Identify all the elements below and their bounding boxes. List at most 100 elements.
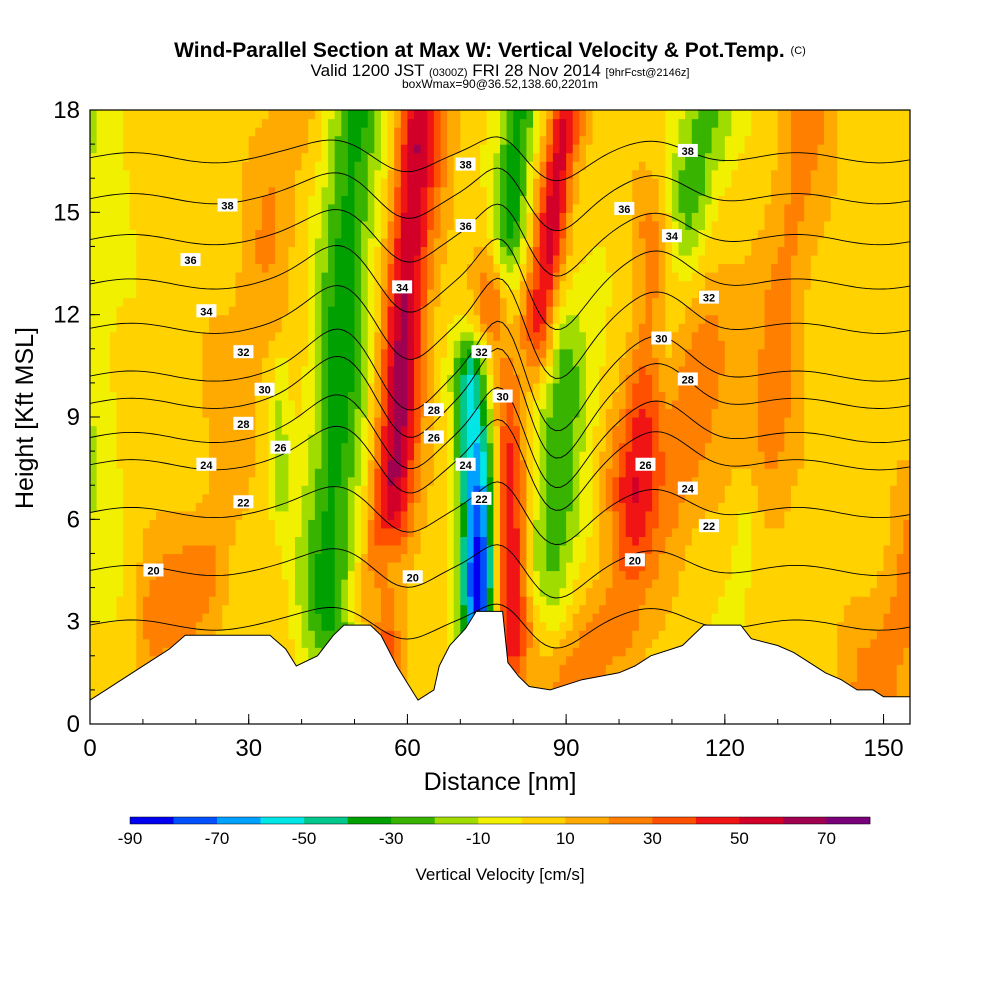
velocity-cell — [321, 553, 329, 563]
velocity-cell — [242, 604, 250, 614]
velocity-cell — [400, 604, 409, 614]
velocity-cell — [533, 655, 541, 665]
velocity-cell — [261, 195, 270, 205]
velocity-cell — [447, 613, 455, 623]
velocity-cell — [407, 476, 415, 486]
velocity-cell — [427, 579, 435, 589]
velocity-cell — [314, 254, 323, 265]
velocity-cell — [341, 536, 349, 546]
velocity-cell — [341, 417, 349, 427]
velocity-cell — [156, 399, 164, 410]
velocity-cell — [519, 442, 528, 452]
velocity-cell — [103, 408, 111, 418]
velocity-cell — [275, 289, 283, 299]
velocity-cell — [162, 186, 170, 196]
velocity-cell — [162, 434, 170, 444]
velocity-cell — [380, 135, 389, 145]
velocity-cell — [123, 289, 131, 299]
velocity-cell — [129, 434, 137, 444]
velocity-cell — [466, 144, 475, 154]
velocity-cell — [129, 220, 137, 230]
velocity-cell — [480, 161, 488, 171]
velocity-cell — [328, 220, 336, 230]
velocity-cell — [281, 161, 289, 171]
velocity-cell — [453, 536, 461, 546]
velocity-cell — [235, 272, 243, 282]
velocity-cell — [334, 203, 342, 213]
velocity-cell — [96, 527, 104, 537]
velocity-cell — [248, 331, 256, 341]
velocity-cell — [506, 442, 514, 452]
velocity-cell — [235, 212, 243, 222]
velocity-cell — [420, 510, 428, 520]
velocity-cell — [480, 459, 488, 469]
velocity-cell — [149, 544, 157, 555]
velocity-cell — [414, 638, 422, 648]
velocity-cell — [526, 212, 534, 222]
velocity-cell — [466, 195, 475, 205]
velocity-cell — [275, 391, 283, 401]
velocity-cell — [281, 169, 289, 179]
velocity-cell — [394, 451, 402, 461]
velocity-cell — [175, 161, 184, 171]
velocity-cell — [361, 399, 369, 410]
velocity-cell — [281, 630, 289, 640]
velocity-cell — [109, 169, 118, 179]
velocity-cell — [301, 442, 309, 452]
velocity-cell — [380, 297, 389, 307]
velocity-cell — [513, 289, 521, 299]
velocity-cell — [242, 246, 250, 256]
velocity-cell — [334, 519, 342, 529]
velocity-cell — [387, 152, 395, 162]
velocity-cell — [169, 579, 177, 589]
velocity-cell — [261, 306, 270, 316]
velocity-cell — [533, 220, 541, 230]
velocity-cell — [420, 485, 428, 495]
velocity-cell — [255, 485, 263, 495]
velocity-cell — [347, 425, 356, 435]
velocity-cell — [129, 399, 137, 410]
velocity-cell — [447, 536, 455, 546]
velocity-cell — [473, 536, 481, 546]
velocity-cell — [268, 519, 276, 529]
velocity-cell — [261, 536, 270, 546]
velocity-cell — [255, 340, 263, 350]
velocity-cell — [90, 604, 98, 614]
velocity-cell — [513, 220, 521, 230]
velocity-cell — [394, 485, 402, 495]
velocity-cell — [222, 254, 230, 265]
velocity-cell — [136, 382, 144, 393]
velocity-cell — [255, 434, 263, 444]
velocity-cell — [321, 348, 329, 358]
velocity-cell — [109, 323, 118, 333]
velocity-cell — [275, 399, 283, 410]
velocity-cell — [235, 135, 243, 145]
velocity-cell — [162, 544, 170, 555]
velocity-cell — [255, 203, 263, 213]
velocity-cell — [222, 357, 230, 367]
velocity-cell — [513, 161, 521, 171]
velocity-cell — [328, 152, 336, 162]
velocity-cell — [321, 510, 329, 520]
velocity-cell — [175, 536, 184, 546]
velocity-cell — [242, 536, 250, 546]
velocity-cell — [407, 254, 415, 265]
velocity-cell — [374, 212, 382, 222]
velocity-cell — [414, 272, 422, 282]
velocity-cell — [380, 357, 389, 367]
velocity-cell — [275, 613, 283, 623]
velocity-cell — [380, 203, 389, 213]
velocity-cell — [519, 289, 528, 299]
velocity-cell — [235, 297, 243, 307]
velocity-cell — [162, 451, 170, 461]
velocity-cell — [195, 110, 204, 120]
velocity-cell — [473, 169, 481, 179]
velocity-cell — [288, 459, 296, 469]
velocity-cell — [400, 502, 409, 512]
velocity-cell — [546, 519, 554, 529]
velocity-cell — [394, 220, 402, 230]
velocity-cell — [506, 348, 514, 358]
velocity-cell — [222, 237, 230, 248]
velocity-cell — [90, 681, 98, 691]
velocity-cell — [394, 237, 402, 248]
